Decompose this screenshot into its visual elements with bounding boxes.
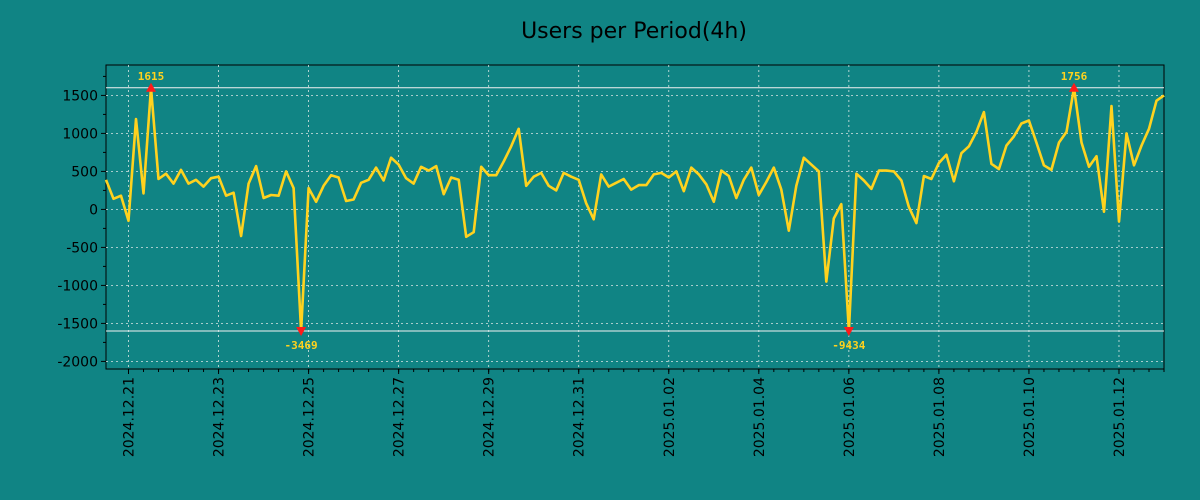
- peak-marker: [1068, 82, 1079, 92]
- annotations-group: 1615 -3469 -9434 1756: [138, 70, 1088, 352]
- peak-marker: [296, 327, 307, 336]
- y-tick-label: -1000: [57, 278, 98, 294]
- peak-marker: [146, 82, 157, 92]
- x-tick-label: 2025.01.10: [1022, 377, 1038, 457]
- y-axis: 1500 1000 500 0 -500 -1000 -1500 -2000: [57, 75, 106, 370]
- series-group: [104, 86, 1165, 333]
- x-tick-label: 2024.12.25: [302, 377, 318, 457]
- x-tick-label: 2024.12.31: [572, 377, 588, 457]
- y-tick-label: -2000: [57, 354, 98, 370]
- x-tick-label: 2024.12.29: [482, 377, 498, 457]
- y-tick-label: 1000: [62, 126, 98, 142]
- peak-label: 1756: [1061, 70, 1088, 83]
- peak-label: 1615: [138, 70, 165, 83]
- series-line-users: [104, 86, 1165, 333]
- x-tick-label: 2024.12.23: [212, 377, 228, 457]
- chart-title: Users per Period(4h): [521, 19, 747, 44]
- x-tick-label: 2025.01.12: [1112, 377, 1128, 457]
- plot-area: [105, 64, 1165, 370]
- y-tick-label: 500: [71, 164, 98, 180]
- x-tick-label: 2025.01.02: [662, 377, 678, 457]
- x-tick-label: 2025.01.08: [932, 377, 948, 457]
- peak-marker: [843, 327, 854, 336]
- x-tick-label: 2025.01.04: [752, 377, 768, 457]
- y-tick-label: -1500: [57, 316, 98, 332]
- reference-lines: [106, 87, 1164, 332]
- y-tick-label: 1500: [62, 88, 98, 104]
- x-tick-label: 2025.01.06: [842, 377, 858, 457]
- y-tick-label: -500: [66, 240, 98, 256]
- x-tick-label: 2024.12.21: [122, 377, 138, 457]
- y-tick-label: 0: [89, 202, 98, 218]
- x-axis: 2024.12.21 2024.12.23 2024.12.25 2024.12.27…: [122, 369, 1165, 457]
- x-tick-label: 2024.12.27: [392, 377, 408, 457]
- peak-label: -3469: [285, 339, 318, 352]
- peak-label: -9434: [832, 339, 865, 352]
